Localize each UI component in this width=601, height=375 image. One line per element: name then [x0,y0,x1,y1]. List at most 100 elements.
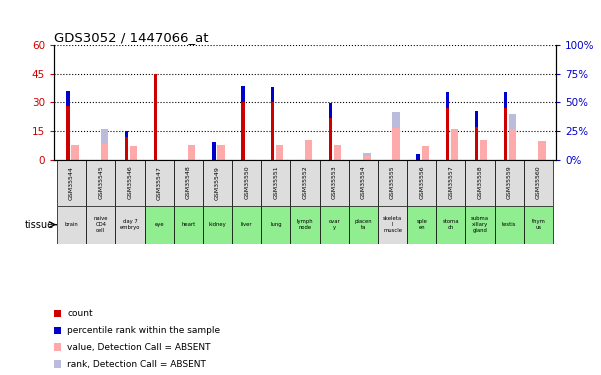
Text: naive
CD4
cell: naive CD4 cell [94,216,108,233]
Text: GDS3052 / 1447066_at: GDS3052 / 1447066_at [54,31,209,44]
FancyBboxPatch shape [144,206,174,244]
Text: GSM35560: GSM35560 [536,166,541,200]
Bar [130,146,137,160]
FancyBboxPatch shape [290,160,320,206]
FancyBboxPatch shape [436,160,466,206]
Bar [504,108,507,160]
Bar [504,92,507,108]
Text: GSM35556: GSM35556 [419,166,424,200]
Text: liver: liver [241,222,252,227]
Bar [363,153,370,156]
Text: count: count [67,309,93,318]
FancyBboxPatch shape [349,206,378,244]
Text: GSM35546: GSM35546 [127,166,132,200]
Text: skeleta
l
muscle: skeleta l muscle [383,216,402,233]
Bar [538,141,546,160]
Text: GSM35545: GSM35545 [99,166,103,200]
FancyBboxPatch shape [86,160,115,206]
FancyBboxPatch shape [115,160,144,206]
FancyBboxPatch shape [495,206,524,244]
Text: thym
us: thym us [531,219,545,230]
Text: sple
en: sple en [416,219,427,230]
Text: day 7
embryo: day 7 embryo [120,219,140,230]
Text: kidney: kidney [209,222,227,227]
Bar [188,145,195,160]
FancyBboxPatch shape [261,160,290,206]
FancyBboxPatch shape [232,206,261,244]
FancyBboxPatch shape [261,206,290,244]
Bar [451,129,458,160]
FancyBboxPatch shape [466,160,495,206]
Text: GSM35558: GSM35558 [478,166,483,200]
Text: GSM35551: GSM35551 [273,166,278,200]
FancyBboxPatch shape [495,160,524,206]
Text: rank, Detection Call = ABSENT: rank, Detection Call = ABSENT [67,360,206,369]
FancyBboxPatch shape [349,160,378,206]
Bar [100,144,108,160]
Bar [509,114,516,129]
FancyBboxPatch shape [466,206,495,244]
Text: GSM35548: GSM35548 [186,166,191,200]
Bar [334,145,341,160]
Bar [218,145,225,160]
Bar [445,108,449,160]
Bar [72,145,79,160]
FancyBboxPatch shape [232,160,261,206]
Text: stoma
ch: stoma ch [443,219,459,230]
Text: GSM35547: GSM35547 [157,166,162,200]
FancyBboxPatch shape [174,160,203,206]
Text: heart: heart [181,222,195,227]
Bar [392,128,400,160]
Text: lymph
node: lymph node [297,219,313,230]
Text: subma
xillary
gland: subma xillary gland [471,216,489,233]
FancyBboxPatch shape [57,160,86,206]
FancyBboxPatch shape [436,206,466,244]
Bar [212,142,216,160]
FancyBboxPatch shape [407,160,436,206]
Text: testis: testis [502,222,516,227]
Bar [329,103,332,118]
Text: GSM35555: GSM35555 [390,166,395,200]
FancyBboxPatch shape [378,160,407,206]
Text: brain: brain [65,222,79,227]
FancyBboxPatch shape [320,206,349,244]
Bar [416,154,420,160]
Bar [480,140,487,160]
Bar [124,131,128,137]
Bar [305,140,312,160]
Bar [154,74,157,160]
Text: GSM35552: GSM35552 [302,166,308,200]
Bar [66,106,70,160]
FancyBboxPatch shape [86,206,115,244]
Bar [392,111,400,128]
Bar [445,92,449,108]
FancyBboxPatch shape [378,206,407,244]
Text: GSM35544: GSM35544 [69,166,74,200]
FancyBboxPatch shape [115,206,144,244]
Text: lung: lung [270,222,282,227]
Text: GSM35549: GSM35549 [215,166,220,200]
FancyBboxPatch shape [203,160,232,206]
Bar [509,129,516,160]
FancyBboxPatch shape [407,206,436,244]
FancyBboxPatch shape [320,160,349,206]
Bar [475,111,478,127]
Bar [421,146,429,160]
FancyBboxPatch shape [174,206,203,244]
FancyBboxPatch shape [144,160,174,206]
Bar [475,127,478,160]
Bar [124,137,128,160]
Text: GSM35557: GSM35557 [448,166,453,200]
Text: value, Detection Call = ABSENT: value, Detection Call = ABSENT [67,343,211,352]
Text: percentile rank within the sample: percentile rank within the sample [67,326,221,335]
Bar [242,86,245,102]
FancyBboxPatch shape [203,206,232,244]
Text: GSM35554: GSM35554 [361,166,366,200]
FancyBboxPatch shape [290,206,320,244]
Text: eye: eye [154,222,164,227]
FancyBboxPatch shape [57,206,86,244]
Bar [270,102,274,160]
Bar [242,102,245,160]
Bar [66,91,70,106]
Text: placen
ta: placen ta [355,219,372,230]
